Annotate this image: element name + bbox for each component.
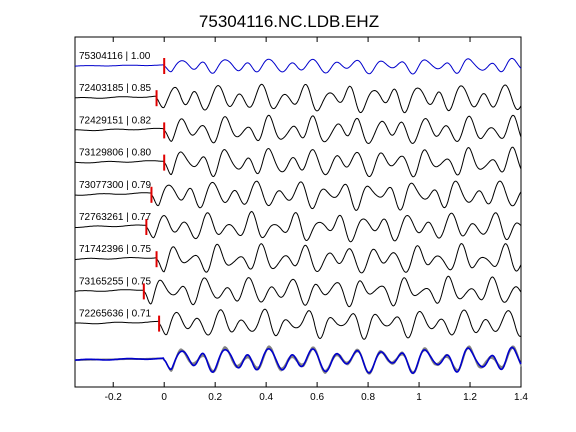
- x-axis: -0.2 0 0.2 0.4 0.6 0.8 1 1.2 1.4: [105, 37, 528, 403]
- trace-line: [74, 180, 522, 211]
- trace-label: 71742396 | 0.75: [79, 244, 152, 255]
- trace-line: [75, 57, 522, 75]
- trace-label: 73077300 | 0.79: [79, 180, 152, 191]
- trace-label: 73129806 | 0.80: [79, 148, 152, 159]
- overlay-stack: [74, 345, 522, 375]
- chart-title: 75304116.NC.LDB.EHZ: [199, 12, 379, 31]
- x-tick-label: 0.2: [208, 392, 222, 403]
- trace-label: 72265636 | 0.71: [79, 309, 152, 320]
- x-tick-label: -0.2: [105, 392, 123, 403]
- plot-frame: [74, 36, 522, 388]
- trace-label: 73165255 | 0.75: [79, 276, 152, 287]
- trace-group: 75304116 | 1.00 72403185 | 0.85 72429151 |…: [74, 51, 522, 340]
- trace-line: [74, 114, 522, 145]
- trace-label: 72763261 | 0.77: [79, 212, 152, 223]
- x-tick-label: 1.2: [463, 392, 477, 403]
- x-tick-label: 0.4: [259, 392, 273, 403]
- trace-line: [75, 210, 522, 243]
- trace-label: 75304116 | 1.00: [79, 51, 151, 62]
- x-tick-label: 1.4: [514, 392, 528, 403]
- trace-label: 72429151 | 0.82: [79, 115, 152, 126]
- x-tick-label: 1: [416, 392, 422, 403]
- trace-line: [74, 243, 522, 274]
- x-tick-label: 0.8: [361, 392, 375, 403]
- trace-line: [74, 308, 522, 340]
- trace-line: [74, 83, 522, 114]
- x-tick-label: 0.6: [310, 392, 324, 403]
- stack-trace: [74, 346, 522, 375]
- trace-label: 72403185 | 0.85: [79, 83, 152, 94]
- trace-line: [75, 275, 522, 308]
- x-tick-label: 0: [161, 392, 167, 403]
- trace-line: [74, 146, 522, 178]
